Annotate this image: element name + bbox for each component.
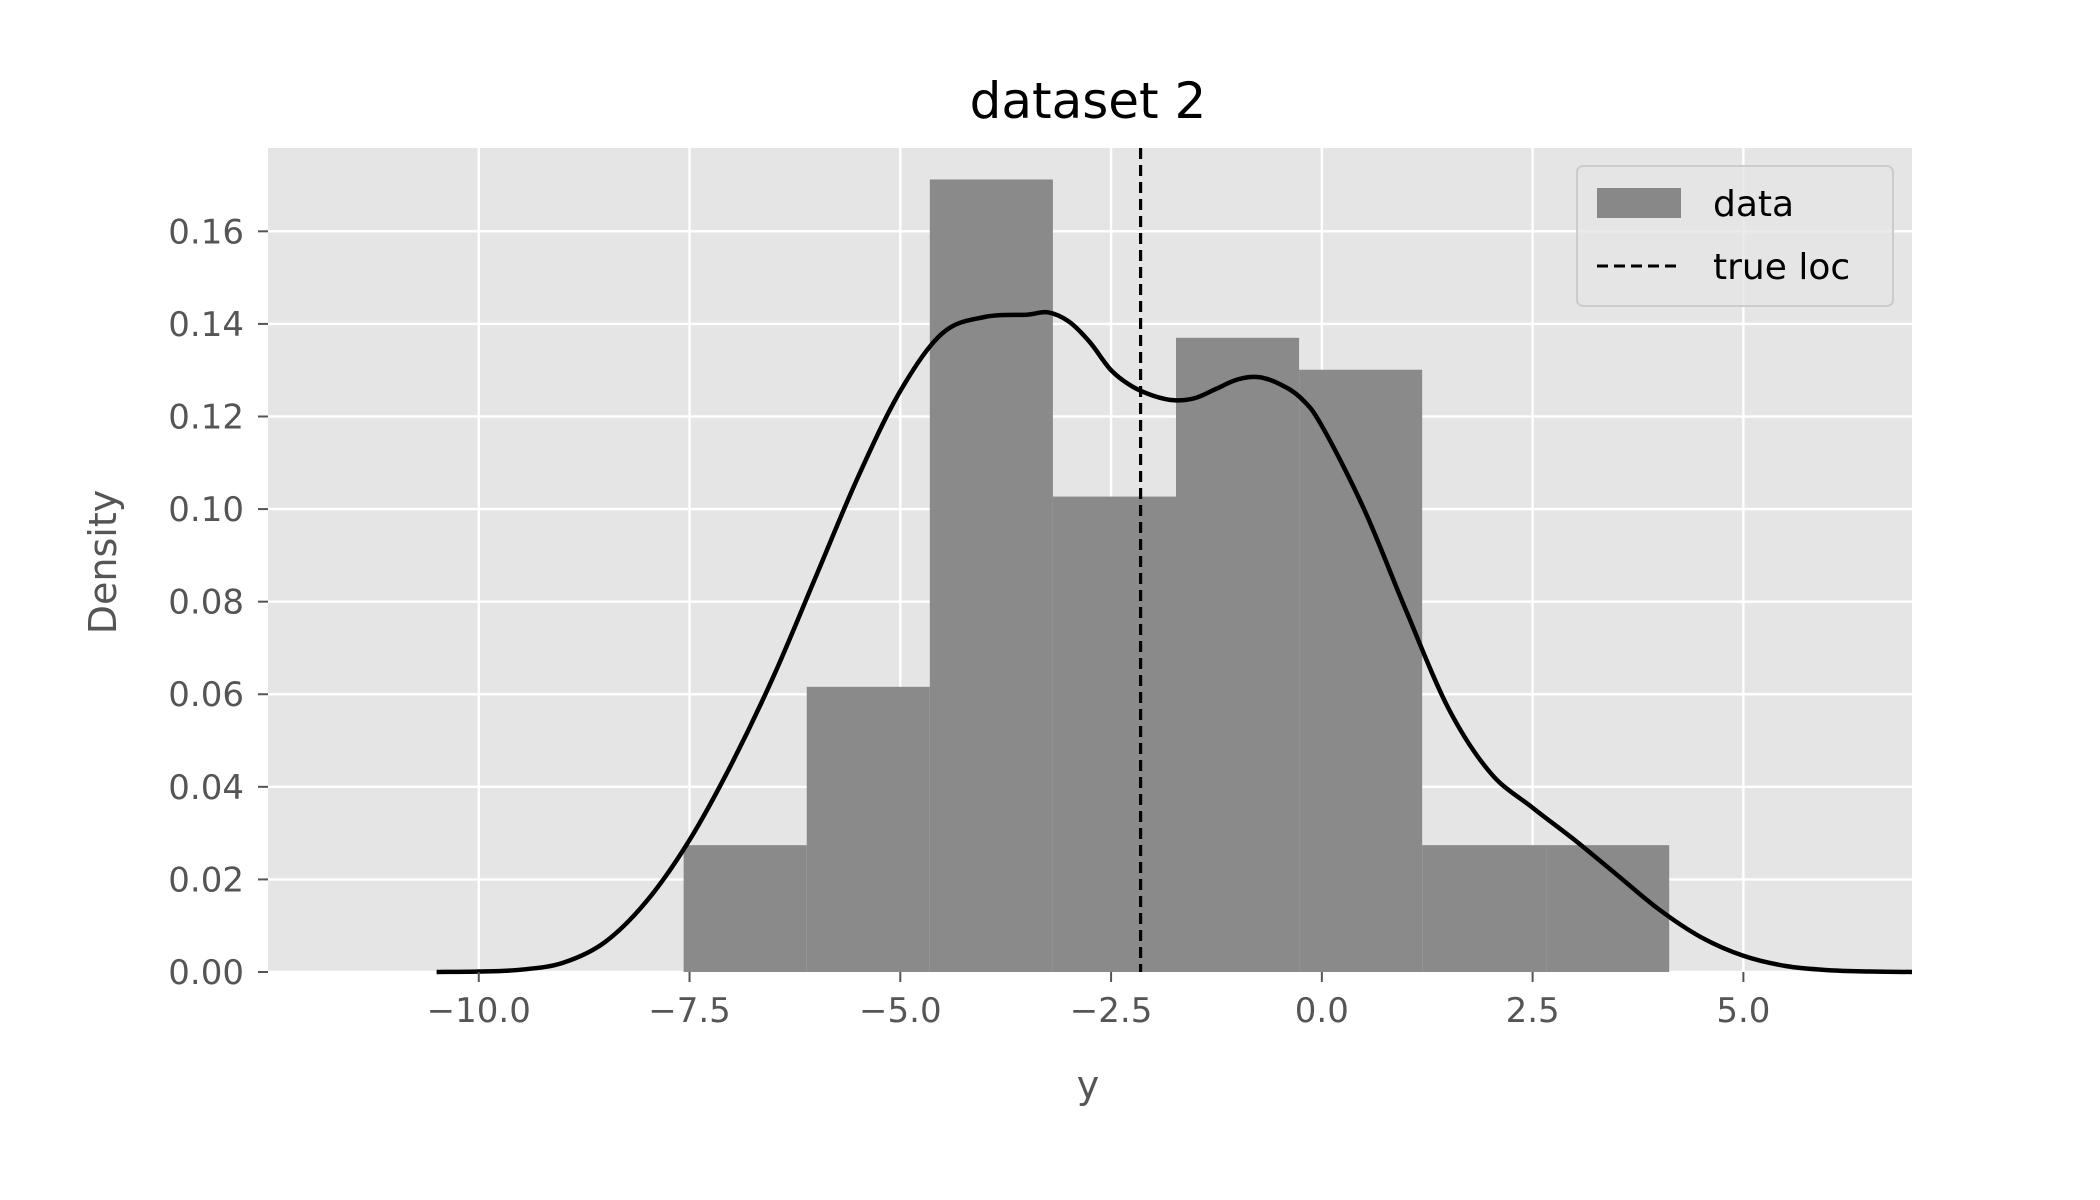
histogram-bar xyxy=(806,686,930,972)
y-tick-label: 0.08 xyxy=(168,583,244,623)
x-tick-label: −2.5 xyxy=(1070,991,1153,1031)
histogram-bar xyxy=(1175,337,1300,973)
histogram-bar xyxy=(929,179,1053,973)
histogram-bar xyxy=(1422,845,1547,972)
y-tick-label: 0.16 xyxy=(168,212,244,252)
y-tick-label: 0.02 xyxy=(168,860,244,900)
y-axis-label: Density xyxy=(81,490,125,634)
histogram-bars xyxy=(683,179,1670,973)
x-axis-ticks: −10.0 −7.5 −5.0 −2.5 0.0 2.5 5.0 xyxy=(427,972,1770,1031)
histogram-bar xyxy=(683,845,807,972)
legend-data-label: data xyxy=(1713,184,1794,225)
y-tick-label: 0.10 xyxy=(168,490,244,530)
legend-true-loc-label: true loc xyxy=(1713,247,1850,288)
y-axis-ticks: 0.00 0.02 0.04 0.06 0.08 0.10 0.12 0.14 0.16 xyxy=(168,212,268,993)
histogram-bar xyxy=(1052,496,1176,972)
y-tick-label: 0.14 xyxy=(168,305,244,345)
histogram-bar xyxy=(1299,369,1423,972)
y-tick-label: 0.06 xyxy=(168,675,244,715)
x-tick-label: 5.0 xyxy=(1716,991,1770,1031)
x-tick-label: −7.5 xyxy=(648,991,731,1031)
x-tick-label: 0.0 xyxy=(1295,991,1349,1031)
x-tick-label: −10.0 xyxy=(427,991,531,1031)
x-axis-label: y xyxy=(1077,1063,1100,1107)
kde-layer xyxy=(436,309,1913,975)
legend: data true loc xyxy=(1576,165,1894,307)
y-tick-label: 0.12 xyxy=(168,397,244,437)
x-tick-label: 2.5 xyxy=(1506,991,1560,1031)
kde-curve xyxy=(436,309,1913,975)
y-tick-label: 0.00 xyxy=(168,953,244,993)
legend-data-swatch xyxy=(1597,188,1681,218)
chart-title: dataset 2 xyxy=(970,72,1207,130)
y-tick-label: 0.04 xyxy=(168,768,244,808)
x-tick-label: −5.0 xyxy=(859,991,942,1031)
